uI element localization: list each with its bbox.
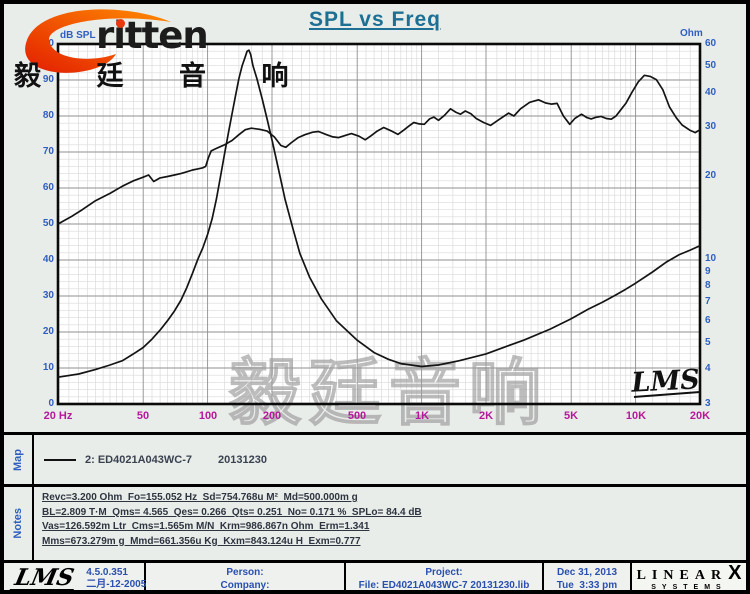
lms-version: 4.5.0.351 bbox=[86, 566, 128, 578]
left-tick: 10 bbox=[42, 362, 54, 373]
map-legend: 2: ED4021A043WC-7 20131230 bbox=[34, 435, 746, 484]
right-tick: 60 bbox=[705, 38, 717, 49]
right-tick: 20 bbox=[705, 170, 717, 181]
linearx-x: X bbox=[728, 561, 742, 584]
footer-lms-cell: LMS 4.5.0.351 二月-12-2005 bbox=[4, 563, 147, 590]
x-tick: 100 bbox=[198, 410, 218, 422]
chart-title: SPL vs Freq bbox=[309, 8, 441, 31]
brand-text: ritten bbox=[96, 14, 209, 57]
legend-name: 2: ED4021A043WC-7 bbox=[85, 453, 192, 466]
left-axis-unit-label: dB SPL bbox=[60, 30, 96, 41]
lms-logo: LMS bbox=[9, 564, 79, 590]
right-tick: 6 bbox=[705, 315, 711, 326]
swoosh-icon bbox=[25, 9, 171, 73]
left-tick: 50 bbox=[42, 218, 54, 229]
notes-lines: Revc=3.200 Ohm Fo=155.052 Hz Sd=754.768u… bbox=[34, 487, 746, 560]
notes-panel: Notes Revc=3.200 Ohm Fo=155.052 Hz Sd=75… bbox=[4, 484, 746, 560]
notes-line: Mms=673.279m g Mmd=661.356u Kg Kxm=843.1… bbox=[42, 535, 361, 547]
right-tick: 4 bbox=[705, 363, 711, 374]
right-tick: 10 bbox=[705, 253, 717, 264]
right-axis-unit-label: Ohm bbox=[680, 28, 703, 39]
x-tick: 200 bbox=[262, 410, 282, 422]
left-tick: 70 bbox=[42, 146, 54, 157]
file-label: File: ED4021A043WC-7 20131230.lib bbox=[358, 579, 530, 591]
brand-i-dot-icon bbox=[116, 19, 125, 28]
person-label: Person: bbox=[226, 566, 264, 578]
right-tick: 3 bbox=[705, 398, 711, 409]
curve-impedance bbox=[57, 49, 701, 379]
linearx-systems: SYSTEMS bbox=[651, 583, 727, 591]
right-tick: 40 bbox=[705, 87, 717, 98]
x-tick: 20K bbox=[689, 410, 711, 422]
right-tick: 5 bbox=[705, 337, 711, 348]
lms-version-date: 二月-12-2005 bbox=[86, 578, 147, 590]
brand-chinese-text: 毅 廷 音 响 bbox=[14, 61, 313, 91]
right-tick: 30 bbox=[705, 121, 717, 132]
left-tick: 20 bbox=[42, 326, 54, 337]
legend-date: 20131230 bbox=[218, 453, 267, 466]
spl-vs-freq-chart: 毅廷音响 LMS bbox=[4, 4, 746, 437]
footer-date-cell: Dec 31, 2013 Tue 3:33 pm bbox=[544, 563, 632, 591]
footer-date: Dec 31, 2013 bbox=[556, 566, 618, 578]
notes-label-cell: Notes bbox=[4, 487, 34, 560]
x-tick: 1K bbox=[414, 410, 430, 422]
linearx-logo-cell: LINEAR X SYSTEMS bbox=[632, 561, 746, 591]
map-label-cell: Map bbox=[4, 435, 34, 484]
x-tick: 20 Hz bbox=[43, 410, 73, 422]
right-tick: 8 bbox=[705, 280, 711, 291]
notes-line: Vas=126.592m Ltr Cms=1.565m M/N Krm=986.… bbox=[42, 521, 370, 532]
right-tick: 9 bbox=[705, 266, 711, 277]
linearx-letters: LINEAR bbox=[636, 567, 728, 583]
notes-line: BL=2.809 T·M Qms= 4.565 Qes= 0.266 Qts= … bbox=[42, 506, 422, 518]
map-label: Map bbox=[12, 448, 24, 471]
legend-line-swatch bbox=[44, 458, 76, 461]
left-tick: 30 bbox=[42, 290, 54, 301]
left-tick: 60 bbox=[42, 182, 54, 193]
bottom-panels: Map 2: ED4021A043WC-7 20131230 Notes Rev… bbox=[4, 432, 746, 591]
x-tick: 500 bbox=[347, 410, 367, 422]
right-tick: 7 bbox=[705, 296, 711, 307]
right-tick: 50 bbox=[705, 60, 717, 71]
footer-project-cell: Project: File: ED4021A043WC-7 20131230.l… bbox=[346, 563, 544, 591]
x-tick: 10K bbox=[625, 410, 647, 422]
footer-time: Tue 3:33 pm bbox=[556, 579, 618, 591]
curve-spl bbox=[57, 74, 701, 225]
x-tick: 2K bbox=[478, 410, 494, 422]
footer-person-cell: Person: Company: bbox=[146, 563, 346, 591]
project-label: Project: bbox=[425, 566, 463, 578]
map-panel: Map 2: ED4021A043WC-7 20131230 bbox=[4, 432, 746, 484]
notes-line: Revc=3.200 Ohm Fo=155.052 Hz Sd=754.768u… bbox=[42, 492, 358, 503]
x-tick: 5K bbox=[563, 410, 579, 422]
footer-bar: LMS 4.5.0.351 二月-12-2005 Person: Company… bbox=[4, 560, 746, 591]
notes-label: Notes bbox=[12, 508, 24, 539]
left-tick: 80 bbox=[42, 110, 54, 121]
left-tick: 90 bbox=[42, 74, 54, 85]
brand-logo: ritten 毅 廷 音 响 bbox=[10, 6, 289, 96]
left-tick: 0 bbox=[48, 398, 54, 409]
left-tick: 40 bbox=[42, 254, 54, 265]
watermark: 毅廷音响 bbox=[229, 351, 549, 432]
x-tick: 50 bbox=[136, 410, 150, 422]
company-label: Company: bbox=[220, 579, 270, 591]
